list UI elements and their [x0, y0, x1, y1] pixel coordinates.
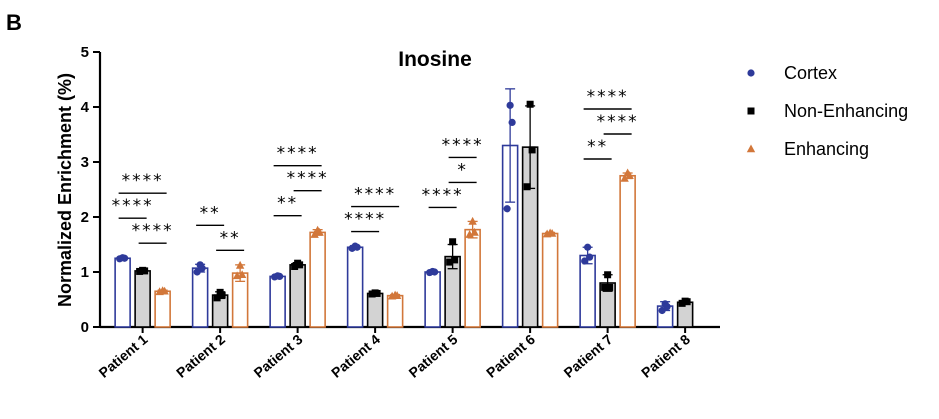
data-point	[658, 306, 666, 315]
data-point	[623, 168, 632, 177]
data-point	[446, 258, 454, 266]
y-tick-label: 1	[81, 264, 89, 281]
data-point	[470, 227, 479, 236]
x-tick-label: Patient 3	[251, 331, 306, 381]
bar	[269, 275, 286, 328]
legend-label: Non-Enhancing	[784, 101, 908, 121]
bar	[289, 264, 306, 328]
significance-label: ****	[277, 144, 319, 164]
data-point	[371, 289, 379, 297]
legend: Cortex Non-Enhancing Enhancing	[746, 63, 908, 159]
bar	[346, 246, 364, 328]
data-point	[235, 260, 245, 269]
bar	[134, 270, 151, 328]
data-point	[213, 294, 221, 302]
data-point	[139, 266, 147, 274]
data-point	[545, 228, 555, 237]
legend-label: Cortex	[784, 63, 837, 83]
data-point	[196, 261, 204, 269]
significance-label: ****	[344, 210, 386, 230]
bar	[309, 231, 326, 328]
x-tick-label: Patient 5	[406, 331, 461, 381]
bar	[541, 232, 559, 328]
x-tick-label: Patient 7	[561, 331, 616, 381]
data-point	[351, 242, 359, 250]
significance-label: ****	[587, 87, 629, 107]
data-point	[526, 100, 534, 108]
bar	[619, 174, 636, 328]
significance-label: ****	[122, 171, 164, 191]
data-point	[620, 174, 629, 182]
significance-label: ****	[112, 196, 154, 216]
legend-marker	[746, 144, 756, 153]
y-tick-label: 3	[81, 154, 89, 171]
bar	[424, 271, 441, 328]
x-tick-label: Patient 4	[328, 331, 383, 381]
bar	[114, 257, 131, 328]
legend-marker	[747, 69, 755, 77]
data-point	[119, 254, 127, 262]
data-point	[274, 272, 282, 280]
data-point	[216, 288, 224, 296]
data-point	[465, 230, 474, 238]
data-point	[661, 300, 669, 308]
significance-label: *	[457, 160, 468, 180]
bars-layer	[114, 88, 694, 328]
bar	[154, 290, 171, 328]
significance-label: ****	[597, 112, 639, 132]
data-point	[158, 286, 167, 294]
data-point	[586, 253, 594, 261]
y-tick-label: 2	[81, 209, 89, 226]
significance-label: ****	[442, 135, 484, 155]
data-point	[506, 101, 514, 109]
chart-title: Inosine	[398, 48, 472, 71]
data-point	[681, 297, 689, 305]
significance-label: ****	[422, 185, 464, 205]
significance-label: **	[220, 228, 241, 248]
data-point	[313, 225, 322, 234]
data-point	[503, 205, 511, 213]
data-point	[468, 216, 477, 225]
x-tick-label: Patient 2	[173, 331, 228, 381]
significance-label: **	[587, 137, 608, 157]
significance-label: ****	[132, 221, 174, 241]
data-point	[606, 283, 614, 291]
legend-label: Enhancing	[784, 139, 869, 159]
data-point	[508, 118, 516, 126]
bar	[579, 254, 596, 328]
y-tick-label: 4	[81, 99, 90, 116]
y-axis-label: Normalized Enrichment (%)	[55, 73, 75, 307]
x-tick-label: Patient 8	[638, 331, 693, 381]
bar	[191, 267, 209, 328]
bar	[366, 292, 384, 328]
y-tick-label: 0	[81, 319, 89, 336]
y-tick-label: 5	[81, 44, 89, 61]
data-point	[604, 271, 612, 279]
x-tick-label: Patient 6	[483, 331, 538, 381]
legend-marker	[747, 107, 755, 115]
data-point	[294, 259, 302, 267]
x-tick-label: Patient 1	[96, 331, 151, 381]
bar	[464, 228, 481, 328]
data-point	[429, 267, 437, 276]
significance-label: ****	[354, 185, 396, 205]
data-point	[237, 270, 247, 279]
data-point	[310, 230, 319, 238]
data-point	[449, 238, 457, 246]
significance-label: **	[277, 194, 298, 214]
data-point	[523, 183, 531, 191]
data-point	[584, 243, 592, 251]
data-point	[390, 290, 400, 299]
significance-layer: ************************** **************…	[112, 87, 639, 252]
data-point	[581, 257, 589, 265]
data-point	[601, 283, 609, 291]
data-point	[451, 256, 459, 264]
bar	[386, 294, 404, 328]
significance-label: ****	[287, 169, 329, 189]
data-point	[193, 268, 201, 276]
significance-label: **	[200, 203, 221, 223]
data-point	[528, 146, 536, 154]
panel-label: B	[6, 10, 22, 35]
